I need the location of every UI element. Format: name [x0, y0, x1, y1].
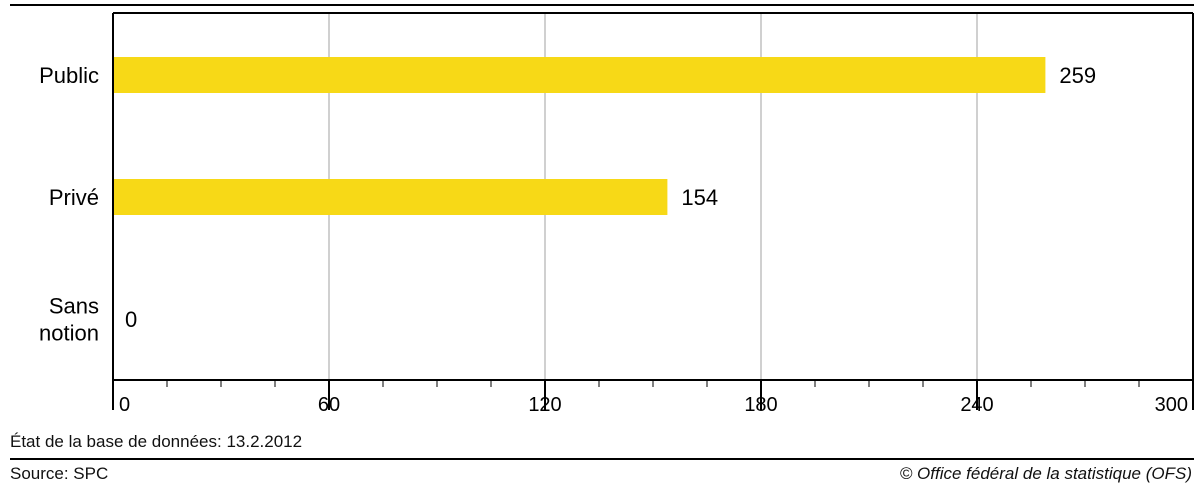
x-tick-label-120: 120	[528, 394, 561, 416]
category-label-2-line-0: Sans	[49, 294, 99, 319]
source-note: Source: SPC	[10, 464, 109, 483]
footer-divider	[10, 458, 1194, 460]
x-tick-label-0: 0	[119, 394, 130, 416]
category-label-0: Public	[39, 63, 99, 88]
category-label-2-line-1: notion	[39, 321, 99, 346]
value-label-2: 0	[125, 307, 137, 332]
x-tick-label-300: 300	[1155, 394, 1188, 416]
x-tick-label-60: 60	[318, 394, 340, 416]
bar-0	[113, 57, 1046, 93]
x-tick-label-240: 240	[960, 394, 993, 416]
copyright-note: © Office fédéral de la statistique (OFS)	[899, 464, 1192, 483]
category-label-1: Privé	[49, 185, 99, 210]
x-tick-label-180: 180	[744, 394, 777, 416]
axes	[112, 12, 1194, 410]
value-label-0: 259	[1059, 63, 1096, 88]
value-label-1: 154	[681, 185, 718, 210]
bar-1	[113, 179, 668, 215]
database-state-note: État de la base de données: 13.2.2012	[10, 432, 303, 451]
bars	[113, 57, 1046, 215]
